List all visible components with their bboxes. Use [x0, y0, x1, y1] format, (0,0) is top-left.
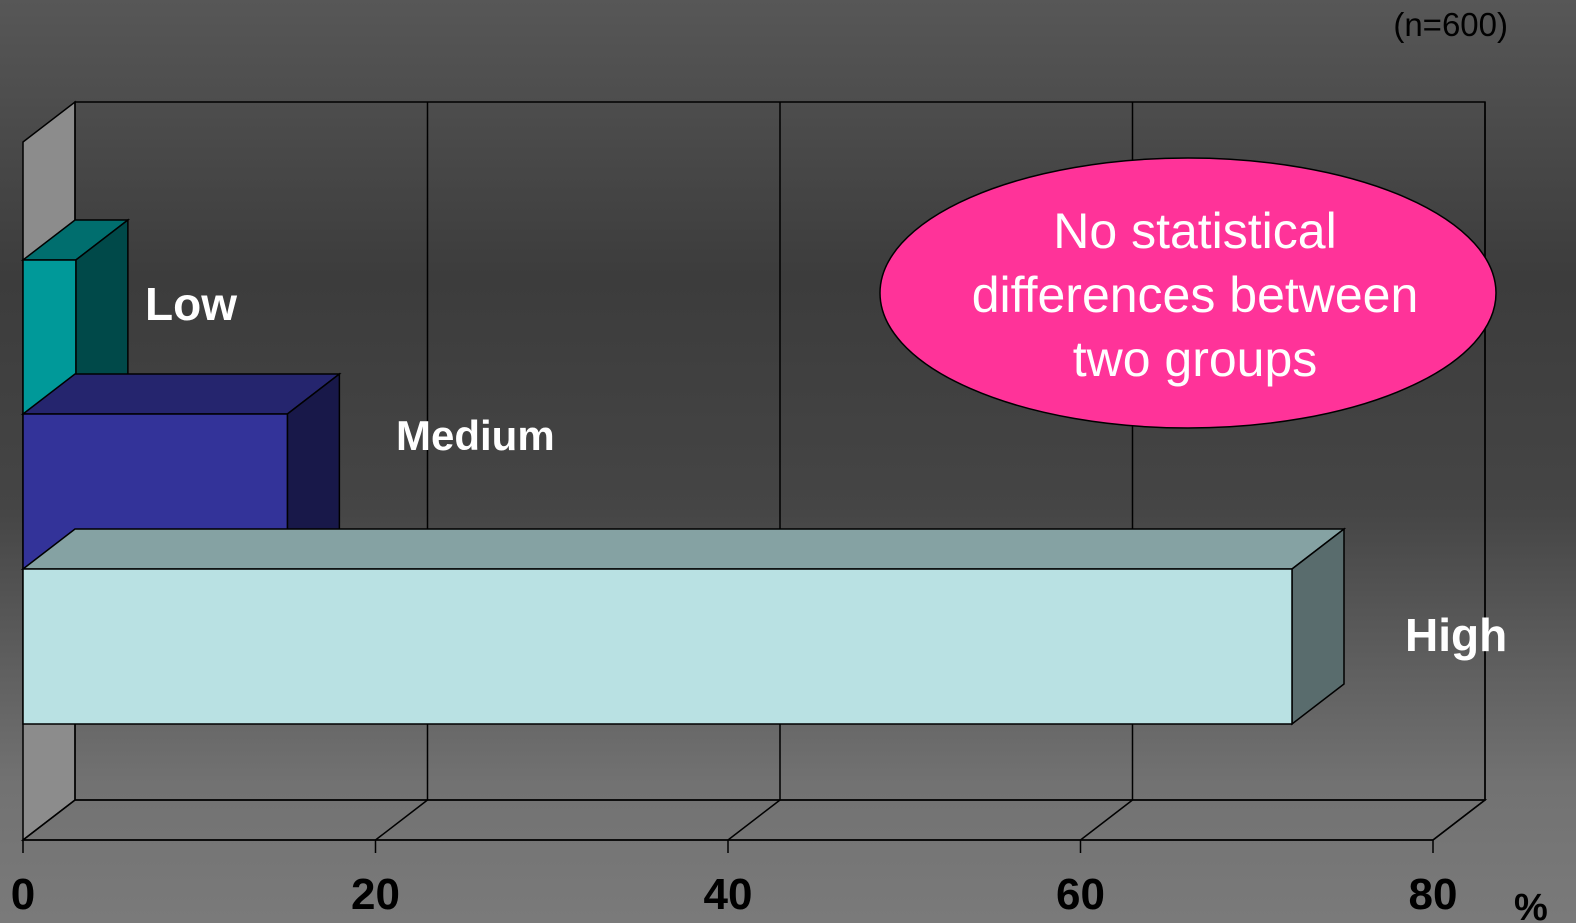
- x-tick-label: 80: [1409, 870, 1458, 919]
- annotation-ellipse: [879, 157, 1497, 429]
- bar-label-high: High: [1405, 609, 1507, 661]
- bar-high: [22, 568, 1293, 725]
- x-tick-label: 20: [351, 870, 400, 919]
- x-tick-label: 40: [704, 870, 753, 919]
- bar-label-low: Low: [145, 278, 237, 330]
- floor-gridline: [1432, 799, 1486, 841]
- x-tick-label: 60: [1056, 870, 1105, 919]
- floor-gridline: [727, 799, 781, 841]
- floor-gridline: [1080, 799, 1133, 841]
- x-tick-label: 0: [11, 870, 35, 919]
- annotation-text-line: No statistical: [1053, 203, 1336, 259]
- sample-size-note: (n=600): [1393, 6, 1508, 43]
- bar-label-medium: Medium: [396, 412, 555, 459]
- x-unit-label: %: [1514, 887, 1548, 923]
- annotation-text-line: differences between: [972, 267, 1419, 323]
- annotation-text-line: two groups: [1073, 331, 1318, 387]
- bar-top-high: [20, 528, 1347, 570]
- bar-top-medium: [20, 373, 342, 415]
- floor-gridline: [375, 799, 428, 841]
